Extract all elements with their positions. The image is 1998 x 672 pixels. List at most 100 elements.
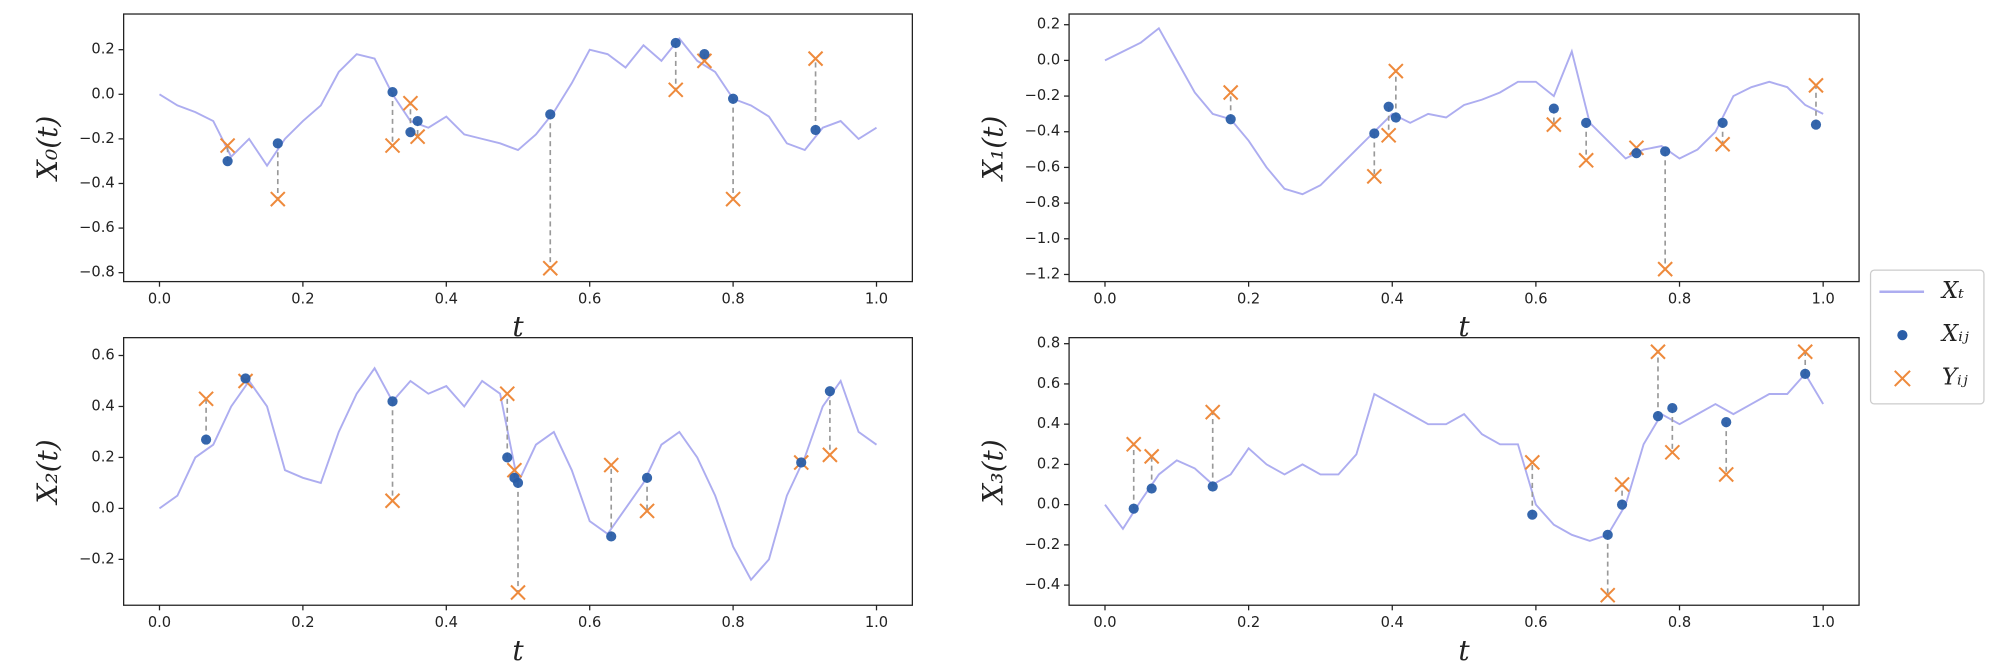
y-marker xyxy=(1797,344,1813,360)
y-tick-label: 0.2 xyxy=(91,41,114,58)
x-marker xyxy=(1721,417,1732,428)
x-marker xyxy=(1581,117,1592,128)
y-axis-label: X₂(t) xyxy=(31,439,64,505)
legend-label: Xᵢⱼ xyxy=(1940,321,1969,347)
x-marker xyxy=(606,531,617,542)
x-marker xyxy=(1146,483,1157,494)
y-tick-label: 0.2 xyxy=(1037,455,1060,472)
y-tick-label: −0.4 xyxy=(79,174,115,191)
y-marker xyxy=(198,391,214,407)
x-tick-label: 0.2 xyxy=(1237,290,1260,307)
y-axis-label: X₁(t) xyxy=(977,116,1010,182)
x-marker xyxy=(1225,114,1236,125)
x-tick-label: 0.6 xyxy=(578,290,601,307)
x-marker xyxy=(502,452,513,463)
y-marker xyxy=(668,82,684,98)
x-tick-label: 0.0 xyxy=(148,614,171,631)
y-tick-label: −0.2 xyxy=(1025,87,1061,104)
x-marker xyxy=(387,86,398,98)
y-marker xyxy=(822,447,838,463)
x-marker xyxy=(1800,368,1811,379)
x-tick-label: 0.6 xyxy=(1524,614,1547,631)
y-tick-label: 0.0 xyxy=(91,499,114,516)
x-marker xyxy=(1717,117,1728,128)
y-marker xyxy=(1664,444,1681,461)
x-tick-label: 0.6 xyxy=(1524,290,1547,307)
y-marker xyxy=(1718,466,1734,483)
x-marker xyxy=(699,49,710,60)
y-tick-label: −0.6 xyxy=(1025,158,1061,175)
x-tick-label: 1.0 xyxy=(1812,290,1835,307)
y-marker xyxy=(1578,152,1594,169)
y-tick-label: −0.4 xyxy=(1025,576,1061,593)
x-marker xyxy=(1631,148,1642,159)
subplot: 0.0 0.2 0.4 0.6 0.8 1.0 −0.2 0.0 0.2 0.4 0.6 t X₂(t) xyxy=(31,337,913,667)
x-marker xyxy=(1390,112,1401,123)
y-marker xyxy=(1366,168,1383,185)
y-tick-label: 0.6 xyxy=(1037,375,1060,392)
y-marker xyxy=(542,260,558,276)
x-marker xyxy=(1207,481,1218,492)
x-tick-label: 0.2 xyxy=(1237,614,1260,631)
y-marker xyxy=(384,493,401,509)
y-marker xyxy=(510,584,526,601)
legend-label: Xₜ xyxy=(1940,278,1964,304)
x-marker xyxy=(796,457,807,468)
y-marker xyxy=(1222,84,1239,101)
y-tick-label: 0.0 xyxy=(91,85,114,102)
legend: Xₜ Xᵢⱼ Yᵢⱼ xyxy=(1869,269,1985,405)
y-marker xyxy=(1143,448,1160,465)
x-tick-label: 1.0 xyxy=(865,290,888,307)
x-tick-label: 0.4 xyxy=(1381,290,1404,307)
x-tick-label: 0.8 xyxy=(1668,290,1691,307)
axes-frame xyxy=(1068,337,1860,606)
x-tick-label: 0.6 xyxy=(578,614,601,631)
legend-label: Yᵢⱼ xyxy=(1942,364,1968,390)
x-marker xyxy=(405,127,416,138)
x-marker xyxy=(1660,146,1671,157)
x-marker xyxy=(1602,529,1613,540)
legend-box xyxy=(1869,269,1985,405)
x-marker xyxy=(810,124,821,136)
y-marker xyxy=(639,503,655,519)
y-marker xyxy=(270,191,286,207)
y-tick-label: −0.2 xyxy=(79,550,115,567)
x-tick-label: 0.4 xyxy=(435,614,458,631)
x-marker xyxy=(512,477,524,489)
x-tick-label: 0.0 xyxy=(1093,614,1116,631)
y-tick-label: −0.8 xyxy=(1025,194,1061,211)
x-marker xyxy=(1128,503,1139,514)
x-axis-label: t xyxy=(512,310,524,343)
y-tick-label: −0.2 xyxy=(79,130,115,147)
x-tick-label: 0.8 xyxy=(1668,614,1691,631)
y-marker xyxy=(499,385,515,402)
x-marker xyxy=(1667,402,1678,414)
legend-cross xyxy=(1894,370,1911,387)
x-axis-label: t xyxy=(1458,310,1470,343)
y-tick-label: −0.6 xyxy=(79,219,115,236)
x-marker xyxy=(824,386,835,397)
subplot: 0.0 0.2 0.4 0.6 0.8 1.0 −1.2 −1.0 −0.8 −0.6 −0.4 −0… xyxy=(977,13,1860,343)
y-marker xyxy=(1614,476,1630,493)
y-tick-label: 0.0 xyxy=(1037,51,1060,68)
x-marker xyxy=(545,109,556,120)
x-marker xyxy=(1810,119,1822,130)
process-line xyxy=(1104,26,1824,196)
y-marker xyxy=(384,137,401,154)
process-line xyxy=(1104,372,1824,542)
x-marker xyxy=(201,434,212,445)
y-marker xyxy=(603,457,619,473)
subplot: 0.0 0.2 0.4 0.6 0.8 1.0 −0.8 −0.6 −0.4 −0.2 0.0 0.2… xyxy=(31,13,913,343)
y-marker xyxy=(219,137,236,154)
y-marker xyxy=(1599,587,1616,603)
y-marker xyxy=(1204,404,1221,420)
y-marker xyxy=(1546,116,1562,133)
x-marker xyxy=(412,115,423,127)
subplot: 0.0 0.2 0.4 0.6 0.8 1.0 −0.4 −0.2 0.0 0.2 0.4 0.6 0.… xyxy=(977,335,1860,667)
y-marker xyxy=(1380,127,1397,144)
x-marker xyxy=(728,93,739,104)
y-marker xyxy=(1650,344,1666,360)
x-marker xyxy=(1548,103,1559,114)
legend-dot xyxy=(1897,330,1908,341)
